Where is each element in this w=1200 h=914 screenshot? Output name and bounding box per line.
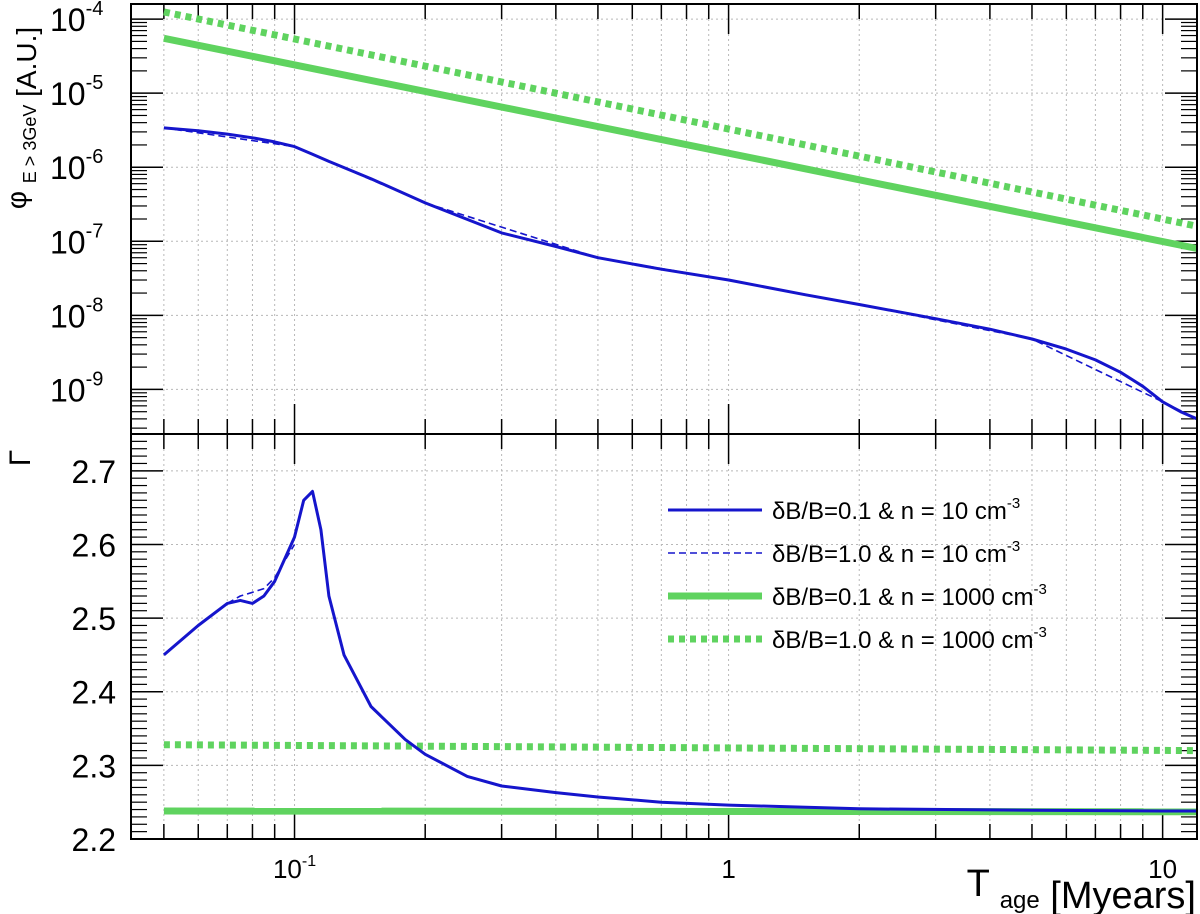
index-y-tick-label: 2.7	[72, 454, 116, 490]
index-series	[162, 489, 1198, 816]
x-axis-label: T age [Myears]	[967, 863, 1196, 914]
flux-y-label-symbol: φ	[1, 191, 32, 209]
legend-label: δB/B=1.0 & n = 10 cm-3	[772, 538, 1020, 568]
index-y-tick-label: 2.6	[72, 527, 116, 563]
index-y-tick-label: 2.4	[72, 675, 116, 711]
flux-y-axis-label: φ E > 3GeV [A.U.]	[1, 27, 42, 209]
flux-y-label-unit: [A.U.]	[11, 27, 42, 97]
flux-y-tick-label: 10-5	[50, 72, 103, 112]
x-tick-label: 1	[721, 854, 735, 884]
flux-series-line-2	[163, 34, 1198, 252]
flux-panel: 10-4 10-5 10-6 10-7 10-8 10-9 φ E > 3GeV [A.U…	[1, 0, 1198, 435]
flux-grid	[131, 4, 1197, 434]
legend-label: δB/B=1.0 & n = 1000 cm-3	[772, 624, 1047, 654]
index-series-line-1	[226, 544, 296, 605]
flux-y-tick-label: 10-9	[50, 368, 103, 408]
flux-y-tick-label: 10-7	[50, 220, 103, 260]
index-y-tick-label: 2.5	[72, 601, 116, 637]
flux-y-tick-label: 10-8	[50, 294, 103, 334]
svg-text:φ E > 3GeV: φ E > 3GeV [A.U.]	[1, 27, 42, 209]
index-frame	[130, 433, 1198, 840]
x-tick-label: 10	[1148, 854, 1177, 884]
flux-y-tick-label: 10-4	[50, 0, 103, 38]
index-series-line-3	[163, 741, 1198, 755]
index-y-axis-label: Γ	[4, 450, 37, 467]
index-y-tick-label: 2.2	[72, 822, 116, 858]
flux-ticks: 10-4 10-5 10-6 10-7 10-8 10-9	[50, 0, 1197, 434]
flux-y-label-subscript: E > 3GeV	[20, 105, 40, 184]
index-y-tick-label: 2.3	[72, 748, 116, 784]
x-tick-label: 10-1	[273, 853, 316, 884]
flux-series-line-3	[163, 8, 1198, 230]
x-label-symbol: T	[967, 863, 990, 905]
flux-y-tick-label: 10-6	[50, 146, 103, 186]
index-ticks: 2.2 2.3 2.4 2.5 2.6 2.7 10-1 1 10	[72, 433, 1197, 884]
legend: δB/B=0.1 & n = 10 cm-3 δB/B=1.0 & n = 10 …	[668, 495, 1047, 654]
flux-series	[163, 8, 1198, 421]
flux-series-line-0	[163, 126, 1198, 421]
x-label-subscript: age	[1000, 887, 1040, 914]
index-series-line-0	[162, 489, 1197, 813]
x-label-unit: [Myears]	[1050, 875, 1196, 914]
legend-label: δB/B=0.1 & n = 10 cm-3	[772, 495, 1020, 525]
legend-label: δB/B=0.1 & n = 1000 cm-3	[772, 581, 1047, 611]
index-panel: 2.2 2.3 2.4 2.5 2.6 2.7 10-1 1 10 Γ T age [Myear…	[4, 433, 1198, 914]
